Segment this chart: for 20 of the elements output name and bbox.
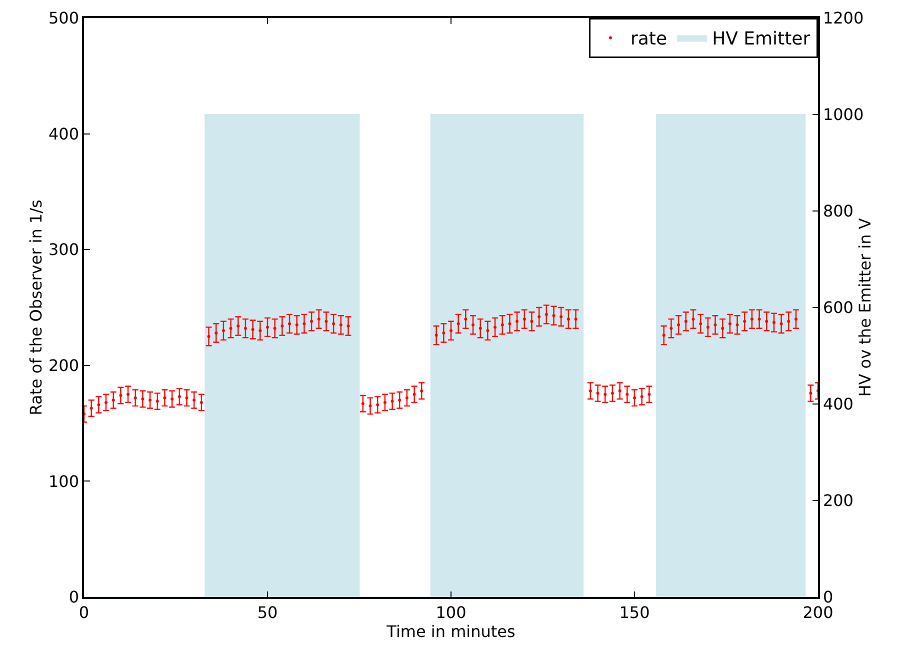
y-tick-label: 0 xyxy=(68,588,80,607)
y-axis-title: Rate of the Observer in 1/s xyxy=(26,200,46,416)
y2-tick-label: 200 xyxy=(822,491,854,510)
x-tick-label: 100 xyxy=(436,602,466,622)
y2-tick-label: 1000 xyxy=(822,105,864,124)
y2-tick-label: 400 xyxy=(822,394,854,414)
y-tick-label: 100 xyxy=(48,472,80,491)
y2-tick-label: 800 xyxy=(822,202,854,221)
x-tick-label: 150 xyxy=(619,602,650,622)
y-tick-label: 200 xyxy=(48,356,80,375)
legend-label: rate xyxy=(630,28,668,50)
y-tick-label: 400 xyxy=(48,124,80,144)
y-tick-label: 300 xyxy=(48,240,80,260)
y2-tick-label: 1200 xyxy=(822,8,864,28)
x-axis-title: Time in minutes xyxy=(386,622,516,641)
y2-axis-title: HV ov the Emitter in V xyxy=(855,218,874,397)
y-tick-label: 500 xyxy=(48,8,80,28)
y2-tick-label: 600 xyxy=(822,298,854,318)
x-tick-label: 50 xyxy=(257,602,278,622)
legend-label: HV Emitter xyxy=(712,28,811,50)
